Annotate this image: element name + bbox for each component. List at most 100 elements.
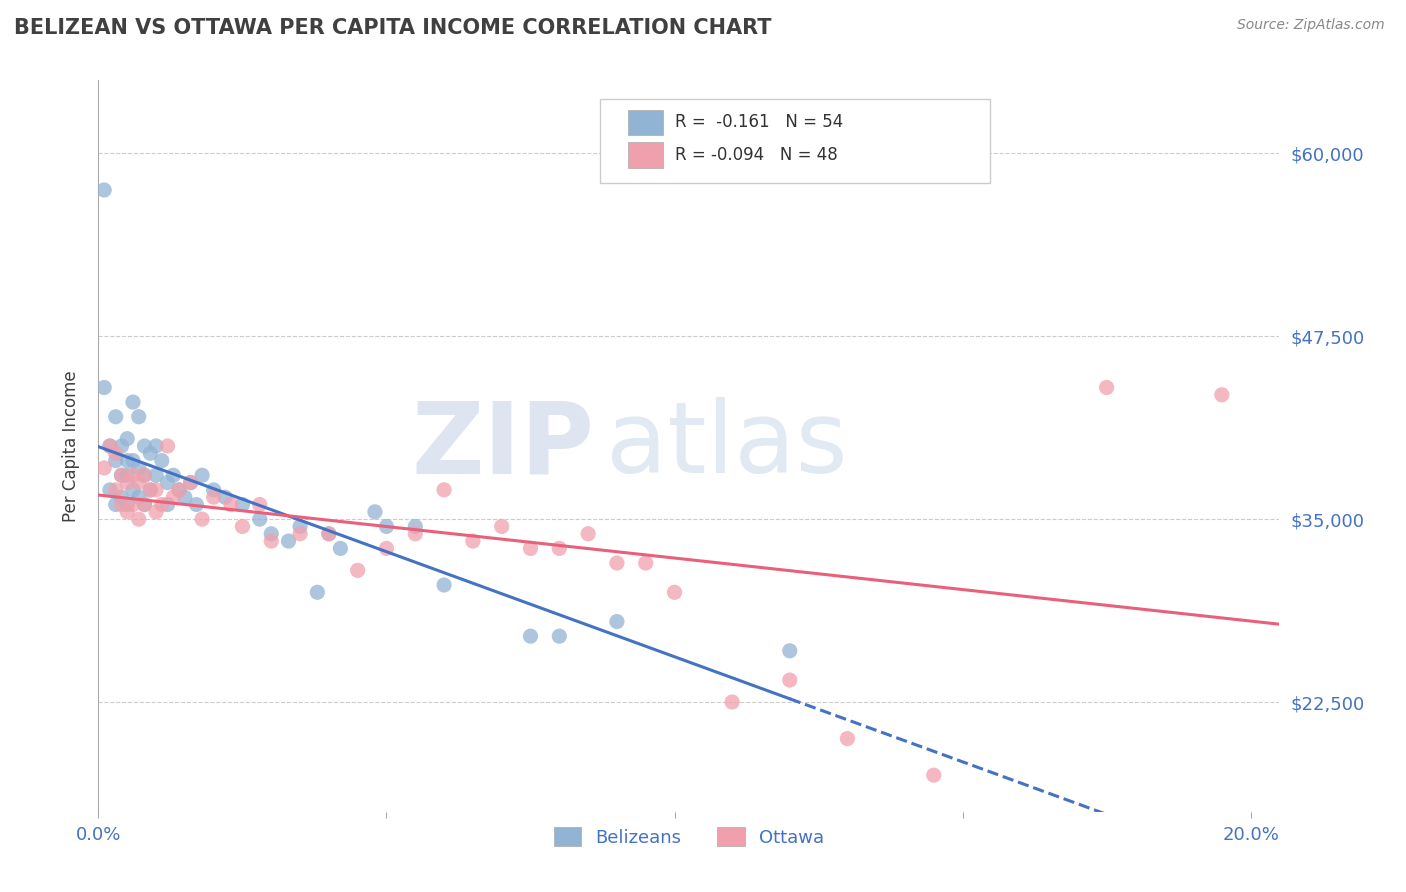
Text: R =  -0.161   N = 54: R = -0.161 N = 54 bbox=[675, 113, 844, 131]
Point bbox=[404, 519, 426, 533]
Point bbox=[180, 475, 202, 490]
Point bbox=[104, 409, 127, 424]
Point bbox=[162, 490, 184, 504]
Point bbox=[837, 731, 859, 746]
Point bbox=[98, 439, 121, 453]
Point bbox=[249, 498, 271, 512]
Point bbox=[288, 526, 311, 541]
Point bbox=[104, 446, 127, 460]
Point bbox=[202, 490, 225, 504]
Point bbox=[139, 483, 162, 497]
Point bbox=[145, 439, 167, 453]
FancyBboxPatch shape bbox=[627, 110, 664, 135]
Point bbox=[375, 519, 398, 533]
Point bbox=[139, 483, 162, 497]
Point bbox=[214, 490, 236, 504]
Point bbox=[186, 498, 208, 512]
Point bbox=[519, 629, 541, 643]
Point bbox=[128, 475, 150, 490]
Point bbox=[519, 541, 541, 556]
Legend: Belizeans, Ottawa: Belizeans, Ottawa bbox=[547, 820, 831, 854]
Point bbox=[128, 461, 150, 475]
Point bbox=[1095, 380, 1118, 394]
Point bbox=[329, 541, 352, 556]
Point bbox=[104, 498, 127, 512]
Point bbox=[375, 541, 398, 556]
Point bbox=[110, 468, 132, 483]
Point bbox=[180, 475, 202, 490]
Point bbox=[318, 526, 340, 541]
Point bbox=[115, 475, 138, 490]
FancyBboxPatch shape bbox=[600, 99, 990, 183]
Point bbox=[115, 432, 138, 446]
Point bbox=[93, 461, 115, 475]
Point bbox=[104, 453, 127, 467]
Point bbox=[404, 526, 426, 541]
Point bbox=[115, 468, 138, 483]
Point bbox=[260, 526, 283, 541]
Point bbox=[115, 505, 138, 519]
Point bbox=[664, 585, 686, 599]
Point bbox=[122, 395, 145, 409]
Point bbox=[98, 483, 121, 497]
Point bbox=[491, 519, 513, 533]
Point bbox=[128, 409, 150, 424]
Text: BELIZEAN VS OTTAWA PER CAPITA INCOME CORRELATION CHART: BELIZEAN VS OTTAWA PER CAPITA INCOME COR… bbox=[14, 18, 772, 37]
Point bbox=[721, 695, 744, 709]
Point bbox=[231, 498, 253, 512]
Point bbox=[104, 483, 127, 497]
Point bbox=[548, 629, 571, 643]
Point bbox=[134, 498, 156, 512]
Point bbox=[634, 556, 657, 570]
Point bbox=[307, 585, 329, 599]
Point bbox=[110, 468, 132, 483]
Point bbox=[202, 483, 225, 497]
Point bbox=[93, 183, 115, 197]
Point bbox=[110, 439, 132, 453]
Point bbox=[364, 505, 387, 519]
Y-axis label: Per Capita Income: Per Capita Income bbox=[62, 370, 80, 522]
Point bbox=[191, 512, 214, 526]
Point bbox=[156, 439, 179, 453]
Point bbox=[115, 453, 138, 467]
Point bbox=[249, 512, 271, 526]
Point bbox=[134, 498, 156, 512]
Point bbox=[576, 526, 599, 541]
Point bbox=[115, 498, 138, 512]
Point bbox=[548, 541, 571, 556]
Point bbox=[779, 644, 801, 658]
Point bbox=[167, 483, 190, 497]
Point bbox=[128, 490, 150, 504]
Point bbox=[134, 439, 156, 453]
Point bbox=[122, 468, 145, 483]
Text: Source: ZipAtlas.com: Source: ZipAtlas.com bbox=[1237, 18, 1385, 32]
Text: atlas: atlas bbox=[606, 398, 848, 494]
Point bbox=[231, 519, 253, 533]
Point bbox=[122, 483, 145, 497]
Point bbox=[1211, 388, 1233, 402]
Point bbox=[134, 468, 156, 483]
Point bbox=[318, 526, 340, 541]
Point bbox=[98, 439, 121, 453]
Point bbox=[145, 483, 167, 497]
Point bbox=[145, 505, 167, 519]
Point bbox=[110, 498, 132, 512]
Point bbox=[606, 556, 628, 570]
Point bbox=[156, 498, 179, 512]
Point bbox=[191, 468, 214, 483]
Point bbox=[461, 534, 484, 549]
Point bbox=[260, 534, 283, 549]
Point bbox=[93, 380, 115, 394]
Point bbox=[150, 498, 173, 512]
Point bbox=[145, 468, 167, 483]
Point bbox=[433, 483, 456, 497]
Point bbox=[288, 519, 311, 533]
Point bbox=[162, 468, 184, 483]
Text: R = -0.094   N = 48: R = -0.094 N = 48 bbox=[675, 146, 838, 164]
Point bbox=[167, 483, 190, 497]
Point bbox=[346, 563, 368, 577]
Point bbox=[139, 446, 162, 460]
Point bbox=[128, 512, 150, 526]
Point bbox=[122, 498, 145, 512]
Point bbox=[922, 768, 945, 782]
